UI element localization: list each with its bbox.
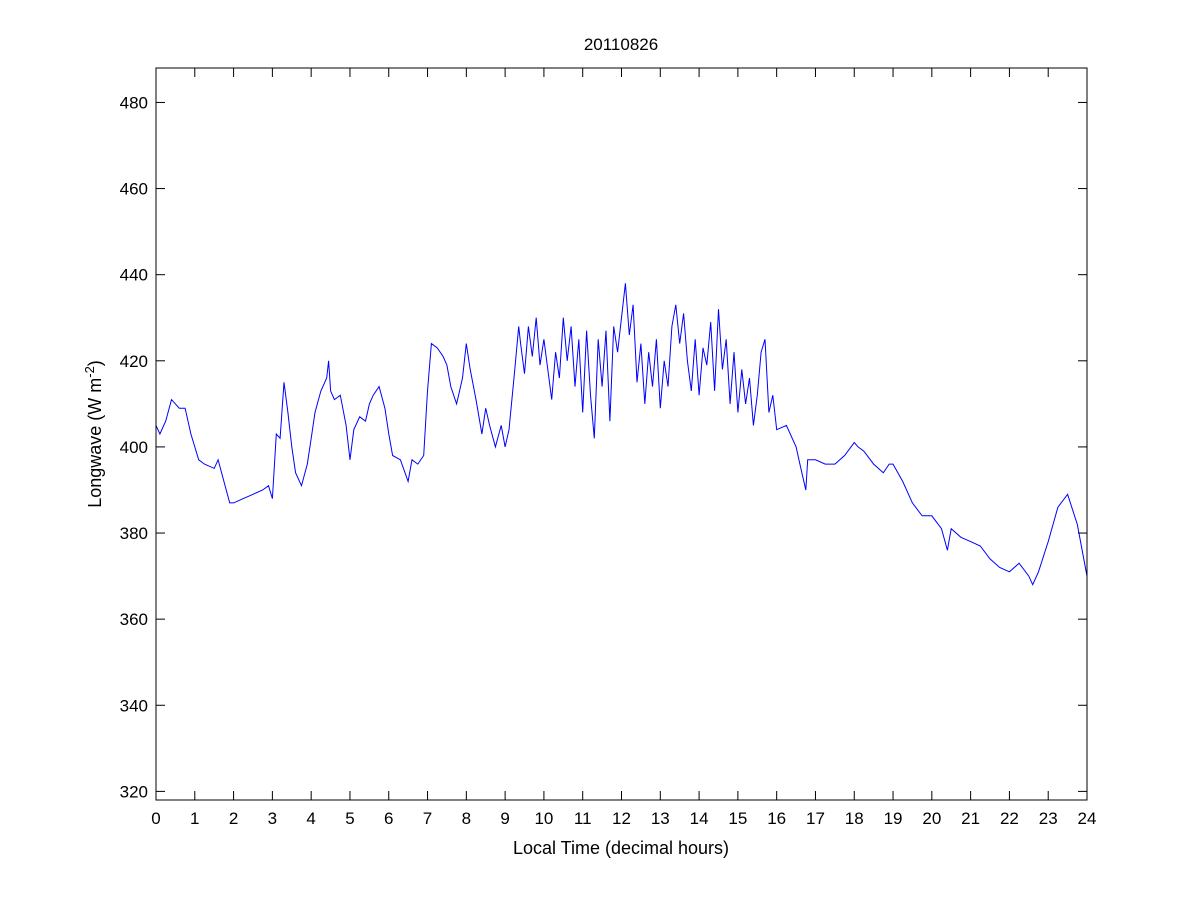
y-tick-label: 480 xyxy=(120,93,148,112)
y-tick-label: 380 xyxy=(120,524,148,543)
x-tick-label: 7 xyxy=(423,809,432,828)
x-tick-label: 17 xyxy=(806,809,825,828)
x-tick-label: 21 xyxy=(961,809,980,828)
y-axis-label: Longwave (W m-2) xyxy=(82,360,105,508)
y-axis-label-close: ) xyxy=(85,360,105,366)
y-tick-label: 440 xyxy=(120,266,148,285)
x-tick-label: 4 xyxy=(306,809,315,828)
x-tick-label: 14 xyxy=(690,809,709,828)
x-tick-label: 6 xyxy=(384,809,393,828)
y-tick-label: 360 xyxy=(120,610,148,629)
series-line-longwave xyxy=(155,283,1088,586)
x-tick-label: 20 xyxy=(922,809,941,828)
x-tick-label: 19 xyxy=(884,809,903,828)
x-tick-label: 18 xyxy=(845,809,864,828)
x-tick-label: 5 xyxy=(345,809,354,828)
x-tick-label: 16 xyxy=(767,809,786,828)
x-tick-label: 2 xyxy=(229,809,238,828)
x-axis-label: Local Time (decimal hours) xyxy=(513,838,729,858)
x-tick-label: 9 xyxy=(500,809,509,828)
chart-title: 20110826 xyxy=(584,35,658,54)
y-axis-label-base: Longwave (W m xyxy=(85,378,105,508)
x-tick-label: 24 xyxy=(1078,809,1097,828)
x-tick-label: 13 xyxy=(651,809,670,828)
x-tick-label: 15 xyxy=(728,809,747,828)
x-tick-label: 23 xyxy=(1039,809,1058,828)
y-tick-label: 420 xyxy=(120,352,148,371)
x-tick-label: 8 xyxy=(462,809,471,828)
x-tick-label: 1 xyxy=(190,809,199,828)
x-tick-label: 10 xyxy=(534,809,553,828)
y-tick-label: 340 xyxy=(120,696,148,715)
plot-area xyxy=(156,68,1087,800)
y-tick-label: 460 xyxy=(120,180,148,199)
x-tick-label: 0 xyxy=(151,809,160,828)
y-axis-label-sup: -2 xyxy=(82,366,97,378)
y-tick-label: 400 xyxy=(120,438,148,457)
y-tick-label: 320 xyxy=(120,782,148,801)
x-tick-label: 3 xyxy=(268,809,277,828)
x-tick-label: 22 xyxy=(1000,809,1019,828)
x-tick-label: 11 xyxy=(574,809,592,828)
x-tick-label: 12 xyxy=(612,809,631,828)
